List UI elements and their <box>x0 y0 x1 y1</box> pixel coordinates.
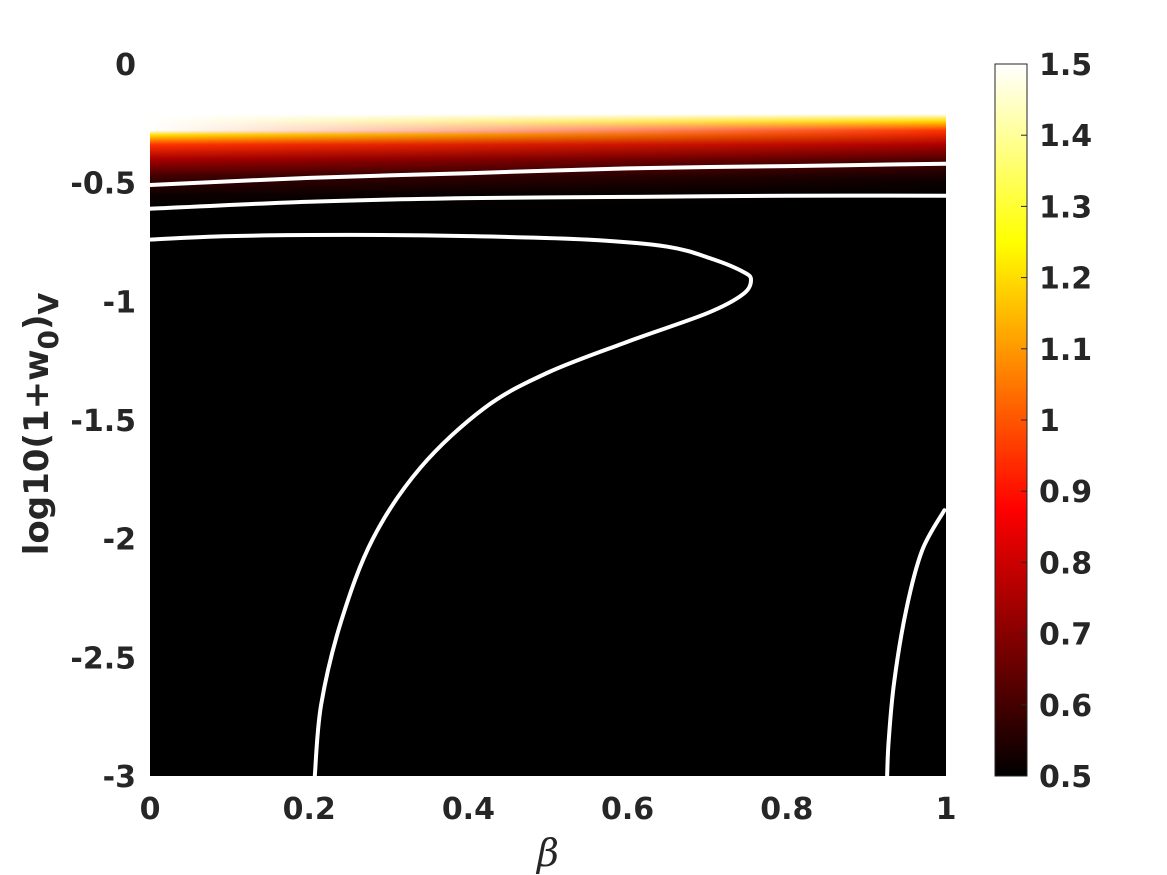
colorbar-tick-label: 1.3 <box>1039 190 1092 225</box>
y-tick-label: -3 <box>103 760 136 795</box>
y-axis-label-sub0: 0 <box>32 330 65 349</box>
y-tick-label: -1 <box>103 285 136 320</box>
x-tick-label: 0.4 <box>442 792 495 827</box>
y-tick-label: -2.5 <box>70 641 136 676</box>
y-axis-label-sub1: V <box>32 292 65 314</box>
colorbar-tick-label: 0.6 <box>1039 689 1092 724</box>
y-tick-label: 0 <box>115 48 136 83</box>
x-axis-label: β <box>535 831 559 875</box>
colorbar-tick-label: 1.2 <box>1039 262 1092 297</box>
colorbar-tick-label: 0.5 <box>1039 760 1092 795</box>
x-tick-label: 0.6 <box>601 792 654 827</box>
colorbar-tick-label: 0.7 <box>1039 618 1092 653</box>
y-axis-label-close: ) <box>17 314 57 330</box>
colorbar-tick-label: 1.1 <box>1039 333 1092 368</box>
x-tick-label: 0.2 <box>283 792 336 827</box>
contour-line-3 <box>150 232 753 776</box>
colorbar: 0.5 0.6 0.7 0.8 0.9 1 1.1 1.2 1.3 1.4 1.5 <box>994 48 1092 795</box>
colorbar-tick-label: 0.8 <box>1039 546 1092 581</box>
x-tick-label: 0.8 <box>760 792 813 827</box>
colorbar-tick-label: 1.5 <box>1039 48 1092 83</box>
y-tick-label: -1.5 <box>70 404 136 439</box>
colorbar-tick-label: 1.4 <box>1039 119 1092 154</box>
colorbar-tick-label: 0.9 <box>1039 475 1092 510</box>
colorbar-ticks: 0.5 0.6 0.7 0.8 0.9 1 1.1 1.2 1.3 1.4 1.5 <box>1021 48 1092 795</box>
x-tick-label: 1 <box>936 792 957 827</box>
x-tick-label: 0 <box>140 792 161 827</box>
x-axis-ticks: 0 0.2 0.4 0.6 0.8 1 <box>140 792 957 827</box>
heatmap-field-right <box>150 64 946 776</box>
y-tick-label: -0.5 <box>70 167 136 202</box>
contour-line-1 <box>150 161 946 187</box>
y-axis-ticks: 0 -0.5 -1 -1.5 -2 -2.5 -3 <box>70 48 136 795</box>
y-axis-label: log10(1+w0)V <box>17 292 65 555</box>
contour-line-2 <box>150 193 946 211</box>
y-tick-label: -2 <box>103 523 136 558</box>
contour-line-4 <box>885 508 946 776</box>
y-axis-label-main: log10(1+w <box>17 349 57 555</box>
colorbar-tick-label: 1 <box>1039 404 1060 439</box>
plot-area <box>150 64 946 776</box>
contour-lines <box>150 161 946 776</box>
